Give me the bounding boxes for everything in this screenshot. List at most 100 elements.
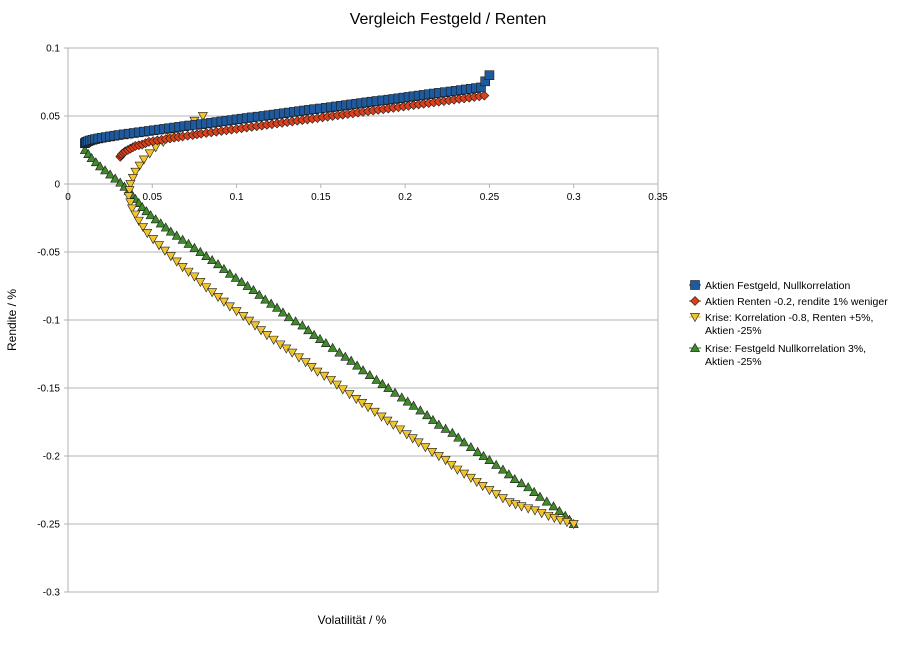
x-tick-label: 0 [65,192,71,203]
x-tick-label: 0.35 [648,192,668,203]
series-4 [79,144,579,528]
data-point [201,250,212,260]
legend-label: Aktien -25% [705,356,762,368]
data-point [503,469,514,479]
data-point [364,369,375,379]
x-tick-label: 0.05 [143,192,163,203]
legend-item: Aktien Renten -0.2, rendite 1% weniger [689,296,888,308]
legend-label: Aktien -25% [705,325,762,337]
data-point [548,501,559,511]
data-point [497,464,508,474]
data-point [309,329,320,339]
data-point [242,280,253,290]
data-point [320,338,331,348]
data-point [509,474,520,484]
data-point [195,278,206,288]
data-point [529,506,540,516]
data-point [484,454,495,464]
data-point [334,347,345,357]
data-point [529,486,540,496]
data-point [344,390,355,400]
data-point [388,420,399,430]
series-layer [79,70,579,530]
data-point [165,252,176,262]
x-axis-title: Volatilität / % [318,613,387,627]
data-point [213,292,224,302]
legend-item: Krise: Festgeld Nullkorrelation 3%,Aktie… [689,342,866,368]
data-point [491,459,502,469]
data-point [125,180,136,190]
data-point [268,335,279,345]
y-tick-label: -0.2 [43,452,61,463]
y-tick-label: 0.05 [41,112,61,123]
data-point [213,259,224,269]
data-point [207,288,218,298]
x-axis: 0 0.05 0.1 0.15 0.2 0.25 0.3 0.35 [65,183,668,203]
data-point [266,298,277,308]
data-point [127,173,138,183]
data-point [331,380,342,390]
y-tick-label: -0.3 [43,588,61,599]
data-point [315,333,326,343]
data-point [472,446,483,456]
data-point [352,360,363,370]
data-point [534,491,546,501]
data-point [144,149,155,159]
legend-item: Aktien Festgeld, Nullkorrelation [689,280,850,292]
data-point [297,320,308,330]
data-point [277,307,288,317]
data-point [171,257,182,267]
data-point [340,351,351,361]
data-point [283,312,294,322]
data-point [230,272,241,282]
data-point [250,321,261,331]
data-point [459,437,470,447]
legend-item: Krise: Korrelation -0.8, Renten +5%,Akti… [689,312,873,337]
data-point [408,400,419,410]
data-point [141,206,152,216]
data-point [133,216,144,226]
data-point [90,157,101,167]
data-point [568,520,579,530]
data-point [415,405,426,415]
data-point [484,70,495,80]
series-2 [115,90,490,162]
data-point [554,505,565,515]
plot-area: 0 0.05 0.1 0.15 0.2 0.25 0.3 0.35 0.1 0.05 0 -0.05… [37,44,668,599]
data-point [272,302,283,312]
y-tick-label: -0.15 [37,384,60,395]
data-point [160,222,171,232]
data-point [377,378,388,388]
legend-swatch [690,296,700,306]
data-point [287,348,298,358]
data-point [183,238,194,248]
data-point [137,202,148,212]
data-point [440,456,451,466]
legend-swatch [689,313,701,323]
data-point [171,230,182,240]
data-point [256,326,267,336]
data-point [105,169,116,179]
y-tick-label: -0.1 [43,316,61,327]
data-point [254,289,265,299]
data-point [155,218,166,228]
legend-swatch [690,280,700,290]
data-point [371,374,382,384]
data-point [130,167,141,177]
data-point [150,214,161,224]
data-point [327,342,338,352]
data-point [478,450,489,460]
data-point [207,255,218,265]
data-point [201,283,212,293]
data-point [433,419,444,429]
y-axis-title: Rendite / % [5,289,19,351]
data-point [238,312,249,322]
data-point [95,161,106,171]
data-point [541,496,552,506]
data-point [420,443,431,453]
data-point [325,375,336,385]
legend-label: Aktien Festgeld, Nullkorrelation [705,280,850,292]
data-point [306,363,317,373]
data-point [290,316,301,326]
x-tick-label: 0.15 [311,192,331,203]
